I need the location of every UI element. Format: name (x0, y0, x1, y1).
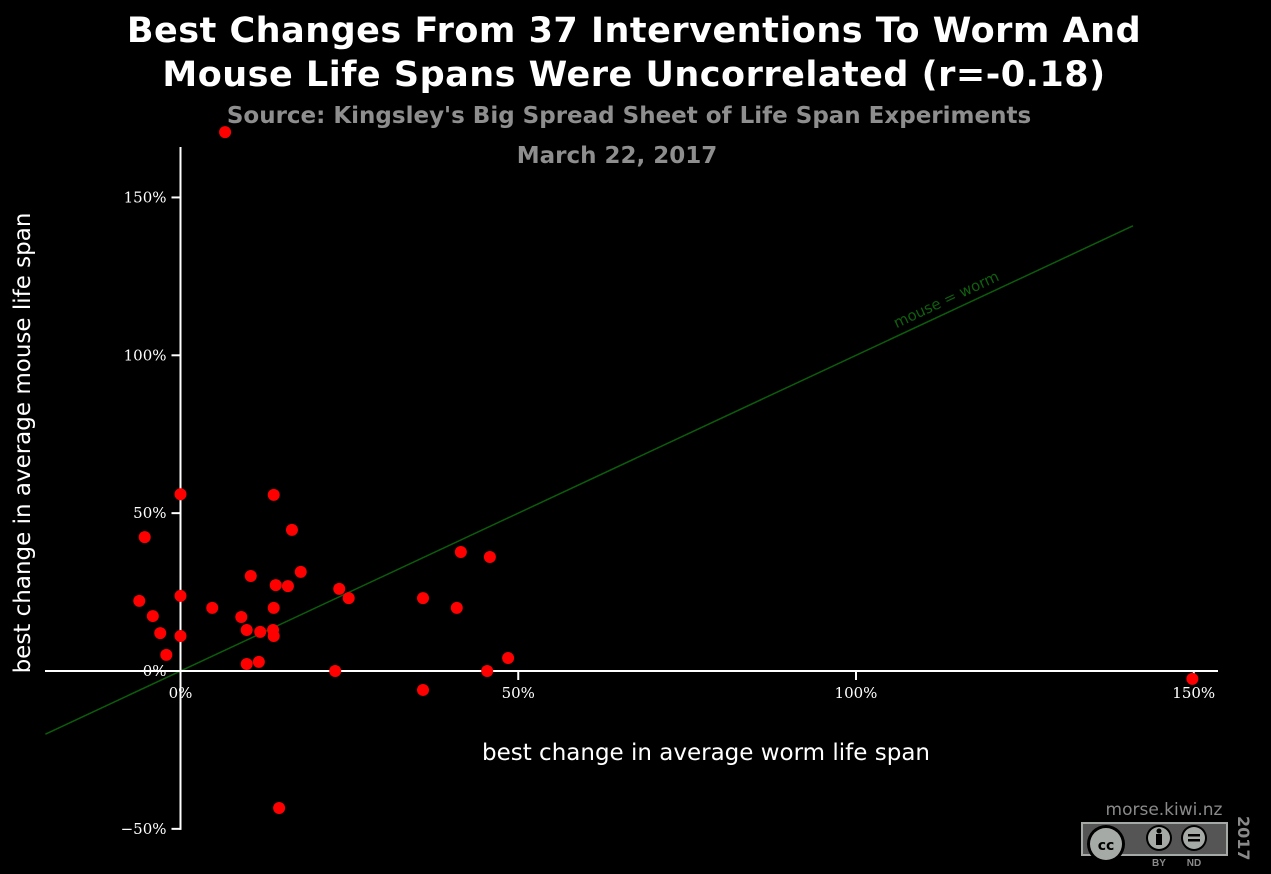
copyright-year: 2017 (1234, 816, 1253, 861)
y-axis-label: best change in average mouse life span (10, 213, 36, 674)
data-point (174, 629, 187, 642)
data-point (267, 601, 280, 614)
y-tick-label: −50% (121, 820, 167, 838)
data-point (285, 523, 298, 536)
data-point (254, 625, 267, 638)
data-point (240, 623, 253, 636)
data-point (281, 580, 294, 593)
data-points (133, 126, 1199, 815)
data-point (450, 601, 463, 614)
data-point (267, 488, 280, 501)
by-person-body (1156, 834, 1162, 845)
x-tick-label: 100% (835, 684, 878, 702)
data-point (244, 569, 257, 582)
data-point (206, 601, 219, 614)
reference-line (45, 225, 1134, 735)
data-point (252, 655, 265, 668)
data-point (219, 126, 232, 139)
data-point (273, 802, 286, 815)
data-point (154, 627, 167, 640)
nd-label: ND (1187, 858, 1201, 869)
data-point (138, 531, 151, 544)
data-point (483, 551, 496, 564)
by-person-head (1156, 828, 1162, 834)
data-point (269, 579, 282, 592)
x-axis-label: best change in average worm life span (482, 740, 930, 766)
nd-equals-icon (1183, 827, 1205, 849)
data-point (160, 648, 173, 661)
data-point (333, 582, 346, 595)
chart-date: March 22, 2017 (517, 143, 718, 169)
data-point (454, 545, 467, 558)
data-point (133, 594, 146, 607)
data-point (502, 652, 515, 665)
x-tick-label: 150% (1172, 684, 1215, 702)
data-point (417, 683, 430, 696)
data-point (235, 611, 248, 624)
data-point (294, 565, 307, 578)
reference-line-label: mouse = worm (891, 267, 1002, 332)
by-label: BY (1152, 858, 1166, 869)
license-badge[interactable]: morse.kiwi.nz cc BY ND 2017 (1081, 800, 1253, 869)
data-point (329, 665, 342, 677)
nd-equals-bar-bottom (1188, 839, 1200, 842)
chart-subtitle: Source: Kingsley's Big Spread Sheet of L… (227, 103, 1031, 129)
cc-icon (1090, 828, 1122, 860)
reference-line-group: mouse = worm (45, 225, 1134, 735)
data-point (481, 665, 494, 677)
data-point (417, 592, 430, 605)
data-point (342, 592, 355, 605)
data-point (240, 658, 253, 671)
chart-title-line-2: Mouse Life Spans Were Uncorrelated (r=-0… (162, 55, 1105, 95)
chart-title-line-1: Best Changes From 37 Interventions To Wo… (127, 11, 1141, 51)
data-point (1186, 672, 1199, 685)
y-tick-label: 150% (124, 188, 167, 206)
data-point (146, 610, 159, 623)
y-tick-label: 100% (124, 346, 167, 364)
axes: 0% 50% 100% 150% −50% 0% 50% 100% 150% (45, 146, 1218, 838)
cc-logo-text: cc (1098, 838, 1115, 854)
x-tick-label: 50% (502, 684, 535, 702)
site-credit[interactable]: morse.kiwi.nz (1106, 800, 1223, 820)
data-point (267, 629, 280, 642)
x-tick-label: 0% (169, 684, 193, 702)
y-tick-label: 50% (133, 504, 166, 522)
data-point (174, 589, 187, 602)
nd-equals-bar-top (1188, 834, 1200, 837)
y-tick-label: 0% (143, 662, 167, 680)
data-point (174, 488, 187, 501)
